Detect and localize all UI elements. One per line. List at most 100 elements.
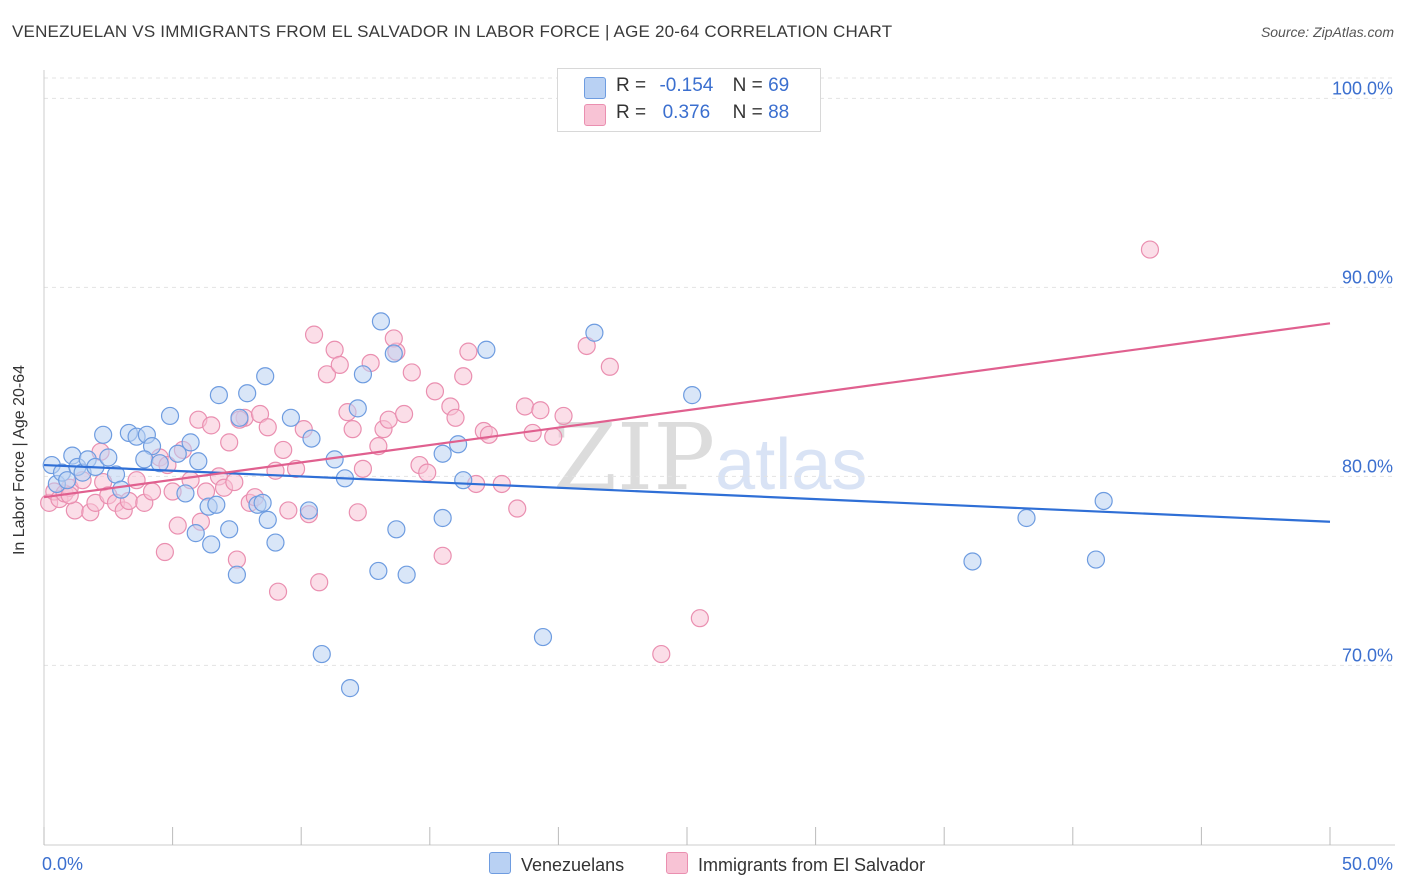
y-tick-label: 100.0% [1332, 78, 1393, 98]
salvador-point [508, 499, 527, 518]
salvador-point [433, 546, 452, 565]
venezuelan-point [448, 435, 468, 454]
salvador-point [600, 357, 619, 376]
r-value-salvador: 0.376 [662, 102, 711, 123]
r-value-venezuelans: -0.154 [659, 75, 714, 96]
venezuelans-legend-label: Venezuelans [521, 855, 625, 875]
salvador-point [304, 325, 324, 344]
venezuelan-point [256, 367, 275, 386]
y-tick-label: 80.0% [1342, 456, 1393, 476]
venezuelan-point [181, 433, 200, 452]
salvador-point [1140, 240, 1160, 259]
venezuelan-point [189, 452, 208, 471]
venezuelan-point [312, 644, 331, 664]
venezuelan-point [387, 520, 406, 539]
salvador-point [379, 410, 398, 429]
salvador-point [202, 416, 221, 435]
y-axis-label: In Labor Force | Age 20-64 [11, 364, 28, 556]
venezuelan-point [266, 533, 285, 552]
venezuelan-point [58, 471, 77, 490]
correlation-legend: R = -0.154 N = 69 R = 0.376 N = 88 [557, 68, 821, 132]
legend-item-salvador: Immigrants from El Salvador [666, 852, 925, 876]
venezuelan-point [353, 365, 373, 384]
venezuelan-point [433, 508, 452, 528]
salvador-point [402, 363, 421, 382]
venezuelan-point [963, 552, 982, 571]
x-tick-label: 0.0% [42, 854, 83, 874]
salvador-point [690, 609, 709, 628]
salvador-trendline [43, 322, 1331, 499]
venezuelan-point [112, 480, 131, 499]
venezuelan-point [348, 399, 367, 418]
venezuelan-point [94, 425, 113, 444]
salvador-point [65, 501, 84, 520]
venezuelan-point [369, 561, 388, 581]
venezuelan-point [433, 444, 452, 463]
venezuelan-point [135, 450, 154, 469]
n-value-venezuelans: 69 [768, 75, 790, 96]
salvador-point [479, 425, 499, 444]
venezuelan-point [371, 312, 391, 331]
salvador-point [425, 382, 445, 401]
salvador-point [268, 582, 288, 601]
salvador-legend-swatch [666, 852, 688, 874]
salvador-point [225, 472, 244, 492]
salvador-point [384, 329, 403, 348]
salvador-point [459, 342, 478, 361]
venezuelan-point [253, 493, 272, 512]
salvador-point [274, 440, 293, 460]
venezuelan-point [299, 501, 319, 520]
venezuelans-swatch [584, 77, 606, 99]
salvador-point [155, 542, 174, 562]
salvador-point [227, 550, 246, 569]
venezuelan-point [1086, 550, 1106, 569]
venezuelan-trendline [43, 463, 1331, 523]
venezuelan-point [281, 408, 301, 427]
salvador-point [168, 516, 187, 535]
n-label: N = [732, 75, 763, 96]
source-label: Source: ZipAtlas.com [1260, 24, 1394, 40]
venezuelan-point [683, 386, 702, 405]
venezuelan-point [220, 520, 239, 539]
venezuelan-point [209, 386, 228, 405]
venezuelan-point [302, 429, 321, 448]
salvador-legend-label: Immigrants from El Salvador [698, 855, 926, 875]
salvador-point [652, 644, 671, 664]
salvador-point [531, 401, 550, 420]
venezuelan-point [160, 406, 180, 426]
venezuelan-point [477, 340, 496, 359]
venezuelan-point [168, 444, 187, 463]
venezuelan-point [533, 627, 553, 647]
salvador-point [279, 501, 298, 520]
chart-title: VENEZUELAN VS IMMIGRANTS FROM EL SALVADO… [12, 22, 893, 41]
n-label: N = [732, 102, 763, 123]
salvador-point [142, 482, 162, 501]
venezuelan-point [1017, 508, 1036, 528]
salvador-point [325, 340, 344, 359]
venezuelan-point [186, 524, 205, 543]
y-tick-label: 70.0% [1342, 645, 1393, 665]
venezuelan-point [99, 448, 118, 467]
salvador-point [343, 420, 362, 439]
n-value-salvador: 88 [768, 102, 790, 123]
x-tick-label: 50.0% [1342, 854, 1393, 874]
salvador-point [317, 365, 337, 384]
salvador-point [310, 573, 329, 592]
salvador-point [258, 418, 277, 437]
salvador-point [394, 404, 414, 424]
venezuelan-point [340, 679, 360, 698]
salvador-point [554, 406, 573, 426]
venezuelan-point [258, 510, 277, 529]
venezuelan-point [585, 323, 604, 342]
salvador-point [330, 355, 349, 374]
venezuelan-point [227, 565, 246, 584]
y-tick-label: 90.0% [1342, 267, 1393, 287]
venezuelans-legend-swatch [489, 852, 511, 874]
venezuelan-point [384, 344, 403, 363]
venezuelan-point [202, 535, 221, 554]
r-label: R = [616, 75, 647, 96]
salvador-point [220, 433, 239, 452]
salvador-point [418, 463, 437, 482]
salvador-point [515, 397, 535, 416]
